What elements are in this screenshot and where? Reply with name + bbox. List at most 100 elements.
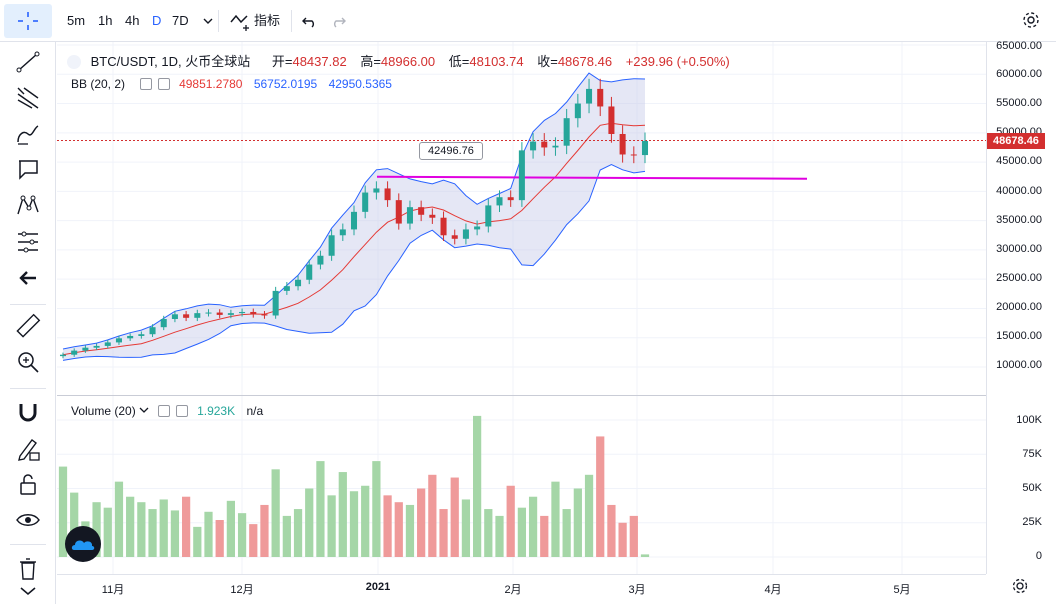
redo-icon bbox=[334, 17, 346, 28]
prediction-tool-icon[interactable] bbox=[14, 228, 42, 256]
interval-d[interactable]: D bbox=[152, 13, 162, 28]
unlock-icon[interactable] bbox=[14, 470, 42, 498]
price-tick: 55000.00 bbox=[996, 97, 1042, 109]
toolbar-divider bbox=[10, 304, 46, 305]
indicators-button[interactable]: 指标 bbox=[224, 10, 284, 32]
bb-upper-line bbox=[62, 72, 646, 350]
top-toolbar: 5m 1h 4h D 7D 指标 bbox=[0, 0, 1056, 42]
price-tick: 35000.00 bbox=[996, 214, 1042, 226]
volume-bar bbox=[439, 509, 448, 557]
collapse-legend-icon[interactable] bbox=[67, 54, 81, 69]
price-tick: 25000.00 bbox=[996, 272, 1042, 284]
arrow-left-icon[interactable] bbox=[14, 264, 42, 292]
candle-body bbox=[104, 342, 111, 346]
volume-bar bbox=[338, 472, 347, 557]
pane-divider[interactable] bbox=[57, 395, 986, 396]
trend-line-tool-icon[interactable] bbox=[14, 48, 42, 76]
gear-icon bbox=[1012, 578, 1028, 594]
volume-bar bbox=[137, 502, 146, 557]
candle-body bbox=[373, 188, 380, 193]
pattern-tool-icon[interactable] bbox=[14, 192, 42, 220]
crosshair-tool-button[interactable] bbox=[4, 4, 52, 38]
volume-bar bbox=[70, 492, 79, 557]
volume-bar bbox=[293, 509, 303, 557]
bb-basis-line bbox=[62, 122, 646, 356]
candle-body bbox=[418, 207, 425, 215]
candle-body bbox=[227, 313, 234, 315]
bb-lower-line bbox=[62, 164, 646, 361]
bb-legend: BB (20, 2) 49851.2780 56752.0195 42950.5… bbox=[71, 77, 392, 91]
interval-1h[interactable]: 1h bbox=[98, 13, 113, 28]
candle-body bbox=[496, 197, 503, 206]
redo-button[interactable] bbox=[325, 10, 351, 32]
time-tick: 11月 bbox=[101, 584, 125, 596]
chevron-down-icon[interactable] bbox=[14, 578, 42, 604]
low-value: 48103.74 bbox=[469, 54, 524, 69]
candle-body bbox=[530, 141, 537, 151]
volume-bar bbox=[551, 481, 560, 557]
candle-body bbox=[384, 188, 391, 201]
settings-button[interactable] bbox=[1016, 9, 1046, 31]
interval-7d[interactable]: 7D bbox=[172, 13, 189, 28]
axis-settings-button[interactable] bbox=[1010, 576, 1030, 601]
bb-label: BB (20, 2) bbox=[71, 77, 126, 91]
eye-toggle-icon[interactable] bbox=[140, 77, 153, 90]
trash-icon[interactable] bbox=[14, 554, 42, 582]
price-tick: 20000.00 bbox=[996, 301, 1042, 313]
candle-body bbox=[541, 141, 548, 148]
interval-5m[interactable]: 5m bbox=[67, 13, 86, 28]
volume-bar bbox=[573, 488, 582, 557]
volume-bar bbox=[517, 507, 527, 557]
candle-body bbox=[71, 350, 78, 355]
volume-bar bbox=[114, 481, 124, 557]
lock-pencil-icon[interactable] bbox=[14, 434, 42, 462]
time-tick: 2月 bbox=[504, 584, 522, 596]
price-axis[interactable]: 65000.00 60000.00 55000.00 50000.00 4500… bbox=[986, 40, 1056, 594]
candle-body bbox=[272, 290, 279, 316]
volume-bar bbox=[405, 504, 415, 557]
magnet-icon[interactable] bbox=[14, 398, 42, 426]
eye-icon[interactable] bbox=[14, 506, 42, 534]
zoom-in-icon[interactable] bbox=[14, 348, 42, 376]
interval-dropdown-button[interactable] bbox=[198, 10, 218, 32]
volume-bar bbox=[159, 499, 168, 557]
chevron-down-icon[interactable] bbox=[139, 405, 149, 415]
volume-bar bbox=[204, 511, 213, 557]
undo-button[interactable] bbox=[297, 10, 323, 32]
close-icon[interactable] bbox=[157, 77, 170, 90]
eye-toggle-icon[interactable] bbox=[158, 404, 171, 417]
fib-tool-icon[interactable] bbox=[14, 84, 42, 112]
ruler-tool-icon[interactable] bbox=[14, 312, 42, 340]
volume-label: Volume (20) bbox=[71, 404, 136, 418]
volume-value: 1.923K bbox=[197, 404, 236, 418]
brush-tool-icon[interactable] bbox=[14, 120, 42, 148]
volume-bar bbox=[596, 436, 605, 557]
candle-body bbox=[586, 88, 593, 104]
candle-body bbox=[205, 312, 212, 314]
volume-bar bbox=[629, 515, 638, 557]
candle-body bbox=[563, 118, 570, 146]
volume-bar bbox=[92, 502, 101, 557]
volume-bar bbox=[584, 474, 594, 557]
volume-bar bbox=[103, 507, 112, 557]
volume-bar bbox=[428, 474, 437, 557]
candle-body bbox=[261, 314, 268, 316]
price-tick: 45000.00 bbox=[996, 155, 1042, 167]
candle-body bbox=[630, 154, 637, 156]
candle-body bbox=[149, 327, 156, 335]
candle-body bbox=[239, 311, 246, 314]
chart-area[interactable]: BTC/USDT, 1D, 火币全球站 开=48437.82 高=48966.0… bbox=[57, 40, 1056, 604]
text-note-tool-icon[interactable] bbox=[14, 156, 42, 184]
chart-canvas[interactable] bbox=[57, 42, 986, 574]
candle-body bbox=[597, 88, 604, 107]
logo bbox=[65, 526, 101, 562]
volume-tick: 75K bbox=[1022, 448, 1042, 460]
interval-4h[interactable]: 4h bbox=[125, 13, 140, 28]
candle-body bbox=[339, 229, 346, 236]
volume-bar bbox=[305, 488, 314, 557]
last-price-label: 48678.46 bbox=[987, 133, 1045, 149]
close-icon[interactable] bbox=[175, 404, 188, 417]
volume-bar bbox=[316, 461, 325, 557]
volume-bar bbox=[327, 495, 336, 557]
volume-tick: 25K bbox=[1022, 516, 1042, 528]
